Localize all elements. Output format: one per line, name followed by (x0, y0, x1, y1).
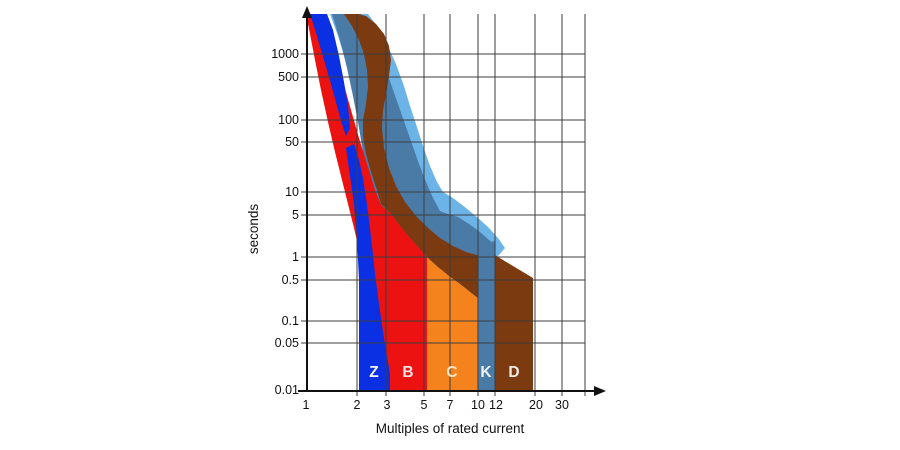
y-tick-label: 0.01 (275, 383, 299, 397)
x-axis-arrow-icon (594, 386, 606, 396)
y-axis-title: seconds (246, 203, 261, 255)
band-c-orange (427, 257, 479, 391)
x-tick-label: 5 (421, 398, 428, 412)
x-tick-label: 2 (354, 398, 361, 412)
y-tick-label: 0.1 (282, 314, 299, 328)
x-tick-label: 10 (471, 398, 485, 412)
y-tick-label: 1 (292, 250, 299, 264)
y-tick-label: 1000 (271, 47, 299, 61)
y-tick-label: 500 (278, 70, 299, 84)
x-tick-label: 12 (489, 398, 503, 412)
y-tick-label: 5 (292, 208, 299, 222)
y-tick-label: 0.05 (275, 336, 299, 350)
curve-band-z-blue (310, 14, 350, 136)
curve-band-d-brown (344, 14, 493, 307)
band-label-B: B (402, 364, 413, 381)
y-tick-label: 10 (285, 185, 299, 199)
band-label-C: C (446, 364, 457, 381)
x-tick-label: 1 (303, 398, 310, 412)
band-label-D: D (508, 364, 519, 381)
x-tick-label: 3 (384, 398, 391, 412)
x-axis-title: Multiples of rated current (375, 421, 525, 436)
band-label-Z: Z (369, 364, 379, 381)
band-k-column (478, 241, 495, 391)
band-label-K: K (480, 364, 492, 381)
x-tick-label: 30 (555, 398, 569, 412)
y-tick-label: 0.5 (282, 273, 299, 287)
y-tick-label: 100 (278, 113, 299, 127)
y-tick-label: 50 (285, 135, 299, 149)
x-tick-label: 7 (447, 398, 454, 412)
x-tick-label: 20 (529, 398, 543, 412)
band-d-column (493, 254, 533, 391)
y-axis-arrow-icon (302, 6, 312, 18)
